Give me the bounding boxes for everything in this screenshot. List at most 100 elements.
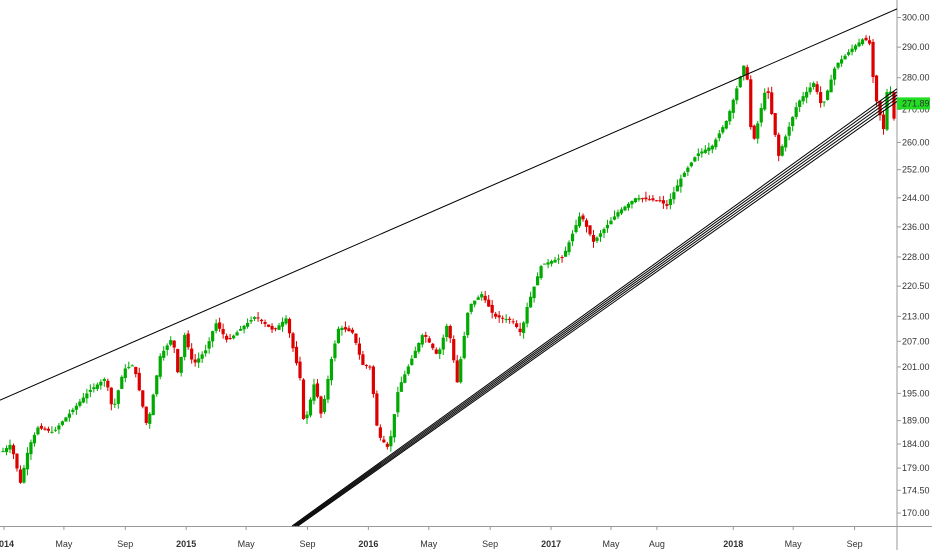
candle-body: [340, 327, 344, 331]
y-tick-label: 300.00: [902, 13, 930, 23]
y-tick-label: 260.00: [902, 137, 930, 147]
candle: [805, 87, 809, 104]
candle: [434, 347, 438, 355]
candle: [15, 453, 19, 472]
candle: [784, 134, 788, 152]
candle-body: [829, 79, 833, 93]
candle: [850, 44, 854, 56]
candle: [619, 207, 624, 215]
candle: [749, 75, 753, 130]
candle: [242, 324, 246, 334]
candle-body: [106, 380, 110, 388]
candle-body: [43, 428, 47, 430]
candle: [728, 109, 732, 125]
candle-body: [794, 107, 798, 117]
candle: [378, 424, 382, 441]
candle-body: [588, 225, 592, 235]
candle-body: [787, 126, 791, 136]
candle: [560, 255, 564, 263]
candle-body: [8, 444, 12, 450]
candle: [480, 291, 484, 301]
candle-body: [780, 146, 784, 156]
candle: [25, 447, 30, 476]
candle-body: [647, 199, 652, 201]
candle: [738, 75, 742, 89]
candle-body: [766, 91, 770, 93]
candle: [696, 148, 700, 161]
candle: [476, 295, 480, 300]
candle: [661, 195, 665, 209]
candle: [717, 129, 721, 142]
candle-body: [375, 393, 379, 426]
candle: [815, 81, 819, 95]
candle-body: [731, 99, 735, 113]
candle: [846, 49, 851, 57]
candle-body: [703, 149, 707, 153]
candle-body: [658, 200, 662, 202]
candle: [644, 191, 648, 202]
trendline-lower-support-2: [293, 91, 898, 527]
candle-body: [287, 318, 292, 334]
candle-body: [176, 349, 180, 373]
x-tick-label: May: [785, 539, 803, 549]
candle-body: [11, 445, 16, 455]
candle-body: [427, 338, 431, 343]
candle: [294, 341, 299, 366]
candle: [350, 327, 355, 335]
candle: [529, 291, 533, 308]
candle: [340, 325, 344, 336]
candle: [466, 312, 470, 338]
candle: [860, 38, 865, 46]
candle-body: [137, 372, 141, 391]
candle: [881, 110, 886, 135]
candle: [651, 195, 655, 202]
candle-body: [200, 354, 204, 359]
candle-body: [633, 198, 638, 203]
candle: [794, 102, 798, 120]
candle: [595, 236, 599, 244]
candle-body: [539, 266, 543, 279]
candle: [812, 81, 816, 90]
candle-body: [623, 206, 627, 211]
candle: [777, 132, 781, 162]
candle: [284, 315, 288, 326]
candle: [252, 316, 257, 322]
trendline-lower-support-4: [296, 97, 898, 527]
candle: [211, 330, 215, 348]
candle: [801, 91, 805, 105]
candle-body: [819, 92, 823, 104]
candle-body: [343, 327, 348, 330]
candle-body: [553, 259, 557, 263]
candle: [308, 397, 313, 418]
candle: [354, 333, 358, 346]
candle: [511, 318, 515, 325]
candle: [581, 213, 585, 222]
candle-body: [839, 59, 844, 64]
candle: [392, 414, 396, 443]
candle: [235, 330, 239, 336]
candle-body: [717, 133, 721, 139]
y-tick-label: 189.00: [902, 416, 930, 426]
candle: [151, 393, 155, 416]
candle: [672, 186, 676, 204]
candle-body: [616, 212, 620, 217]
candle-body: [518, 328, 522, 333]
candle-body: [738, 77, 742, 88]
candle-body: [490, 304, 494, 313]
candle: [536, 272, 540, 286]
candle: [74, 403, 78, 415]
candle-body: [857, 42, 861, 47]
candle: [518, 322, 522, 336]
candle-body: [773, 113, 777, 135]
candle-body: [291, 333, 295, 349]
candle-body: [665, 204, 669, 206]
candle: [413, 346, 417, 359]
candle-body: [417, 342, 421, 352]
candle-body: [420, 335, 424, 345]
y-tick-label: 236.00: [902, 222, 930, 232]
candle-body: [455, 360, 459, 383]
candle-body: [462, 335, 466, 359]
x-tick-label: 2017: [541, 539, 561, 549]
candle: [165, 343, 169, 356]
candle: [829, 74, 833, 93]
